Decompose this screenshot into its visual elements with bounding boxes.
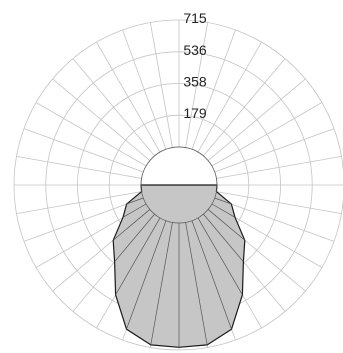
curve-spoke (197, 217, 243, 295)
radial-tick-label: 536 (183, 42, 207, 58)
radial-tick-labels: 179 358 536 715 (183, 10, 207, 121)
curve-spoke (203, 213, 244, 262)
curve-spoke (115, 217, 161, 295)
curve-spoke (191, 220, 232, 330)
curve-spoke (114, 213, 155, 262)
radial-tick-label: 179 (183, 105, 207, 121)
curve-spoke (126, 197, 144, 205)
intensity-curve-group (112, 146, 246, 348)
center-hole-edge (140, 146, 218, 224)
grid-ring (13, 19, 343, 351)
curve-spoke (126, 220, 167, 330)
curve-spoke (185, 222, 208, 345)
curve-spoke (122, 203, 147, 218)
curve-spoke (214, 197, 232, 205)
radial-tick-label: 715 (183, 10, 207, 26)
curve-spoke (211, 203, 236, 218)
curve-spoke (150, 222, 173, 345)
curve-spoke (207, 209, 246, 241)
curve-spoke (112, 209, 151, 241)
radial-tick-label: 358 (183, 73, 207, 89)
